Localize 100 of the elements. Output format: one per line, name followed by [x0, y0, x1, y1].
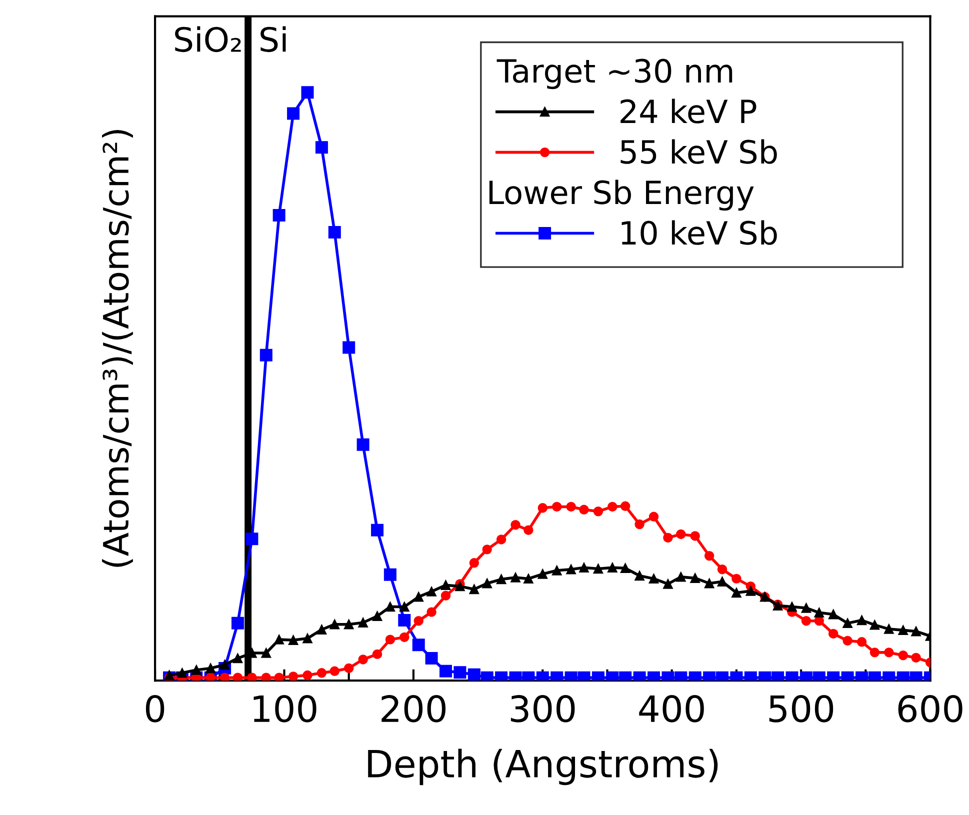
point	[231, 616, 244, 630]
point	[510, 520, 520, 530]
point	[301, 86, 314, 99]
point	[482, 578, 492, 588]
point	[704, 578, 714, 588]
point	[856, 615, 867, 626]
point	[426, 607, 436, 617]
legend-label: 55 keV Sb	[620, 139, 777, 164]
point	[620, 563, 630, 574]
point	[510, 572, 520, 582]
point	[524, 525, 534, 535]
point	[884, 648, 894, 658]
point	[425, 652, 438, 665]
point	[524, 574, 534, 584]
point	[746, 586, 756, 596]
point	[898, 625, 908, 636]
point	[328, 226, 341, 238]
point	[538, 569, 548, 579]
point	[344, 619, 354, 630]
point	[384, 568, 396, 581]
point	[884, 624, 894, 634]
point	[690, 531, 700, 541]
point	[648, 574, 659, 584]
annotation: Lower Sb Energy	[489, 180, 754, 211]
point	[566, 502, 576, 512]
point	[261, 648, 272, 658]
point	[440, 590, 451, 601]
point	[440, 580, 451, 590]
point	[538, 503, 548, 513]
point	[177, 668, 188, 678]
point	[717, 576, 728, 586]
point	[911, 626, 921, 636]
point	[344, 663, 354, 674]
point	[455, 581, 465, 592]
point	[870, 648, 880, 658]
point	[398, 614, 411, 626]
point	[482, 544, 492, 554]
point	[358, 654, 368, 664]
point	[439, 664, 452, 678]
point	[330, 666, 340, 676]
point	[426, 586, 436, 596]
point	[842, 618, 852, 628]
legend-label: 10 keV Sb	[622, 220, 777, 245]
point	[579, 504, 589, 514]
point	[302, 634, 312, 644]
point	[732, 588, 742, 598]
point	[704, 551, 714, 561]
point	[358, 618, 368, 628]
point	[414, 616, 424, 626]
x-tick-label: 600	[898, 695, 962, 722]
point	[676, 529, 686, 540]
point	[608, 562, 618, 572]
point	[496, 534, 506, 544]
point	[385, 602, 396, 612]
point	[870, 620, 880, 630]
x-tick-label: 200	[382, 695, 446, 722]
point	[787, 602, 797, 612]
point	[828, 628, 838, 639]
legend-title: Target ~30 nm	[496, 58, 732, 90]
point	[316, 624, 327, 634]
point	[552, 502, 562, 512]
point	[288, 635, 298, 646]
point	[288, 672, 298, 681]
x-tick-label: 500	[769, 695, 834, 722]
point	[814, 608, 824, 618]
point	[717, 564, 728, 574]
point	[732, 574, 742, 584]
x-tick-label: 400	[639, 695, 704, 722]
point	[220, 660, 230, 670]
point	[469, 558, 480, 568]
y-axis-title: (Atoms/cm³)/(Atoms/cm²)	[102, 130, 133, 567]
point	[620, 501, 630, 511]
point	[663, 532, 673, 543]
point	[801, 603, 812, 613]
point	[342, 341, 356, 354]
point	[648, 512, 659, 522]
point	[315, 141, 328, 154]
point	[828, 610, 838, 620]
text: Si	[260, 26, 286, 52]
point	[414, 592, 424, 602]
point	[232, 653, 243, 664]
point	[272, 209, 286, 222]
point	[261, 672, 272, 681]
point	[552, 566, 562, 576]
point	[663, 579, 673, 589]
point	[246, 532, 258, 546]
point	[356, 438, 370, 451]
x-axis-title: Depth (Angstroms)	[368, 748, 718, 786]
point	[911, 652, 921, 663]
point	[400, 632, 410, 642]
point	[400, 602, 410, 612]
point	[801, 616, 812, 626]
point	[566, 564, 576, 574]
point	[274, 672, 284, 681]
point	[287, 107, 300, 120]
x-tick-label: 0	[146, 695, 164, 722]
x-tick-label: 100	[254, 695, 316, 722]
text: SiO₂	[175, 26, 241, 52]
point	[192, 665, 202, 675]
point	[842, 636, 852, 646]
